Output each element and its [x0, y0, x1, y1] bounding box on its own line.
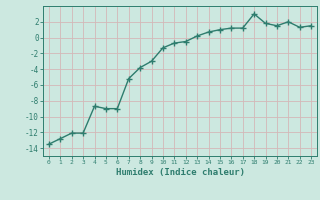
- X-axis label: Humidex (Indice chaleur): Humidex (Indice chaleur): [116, 168, 244, 177]
